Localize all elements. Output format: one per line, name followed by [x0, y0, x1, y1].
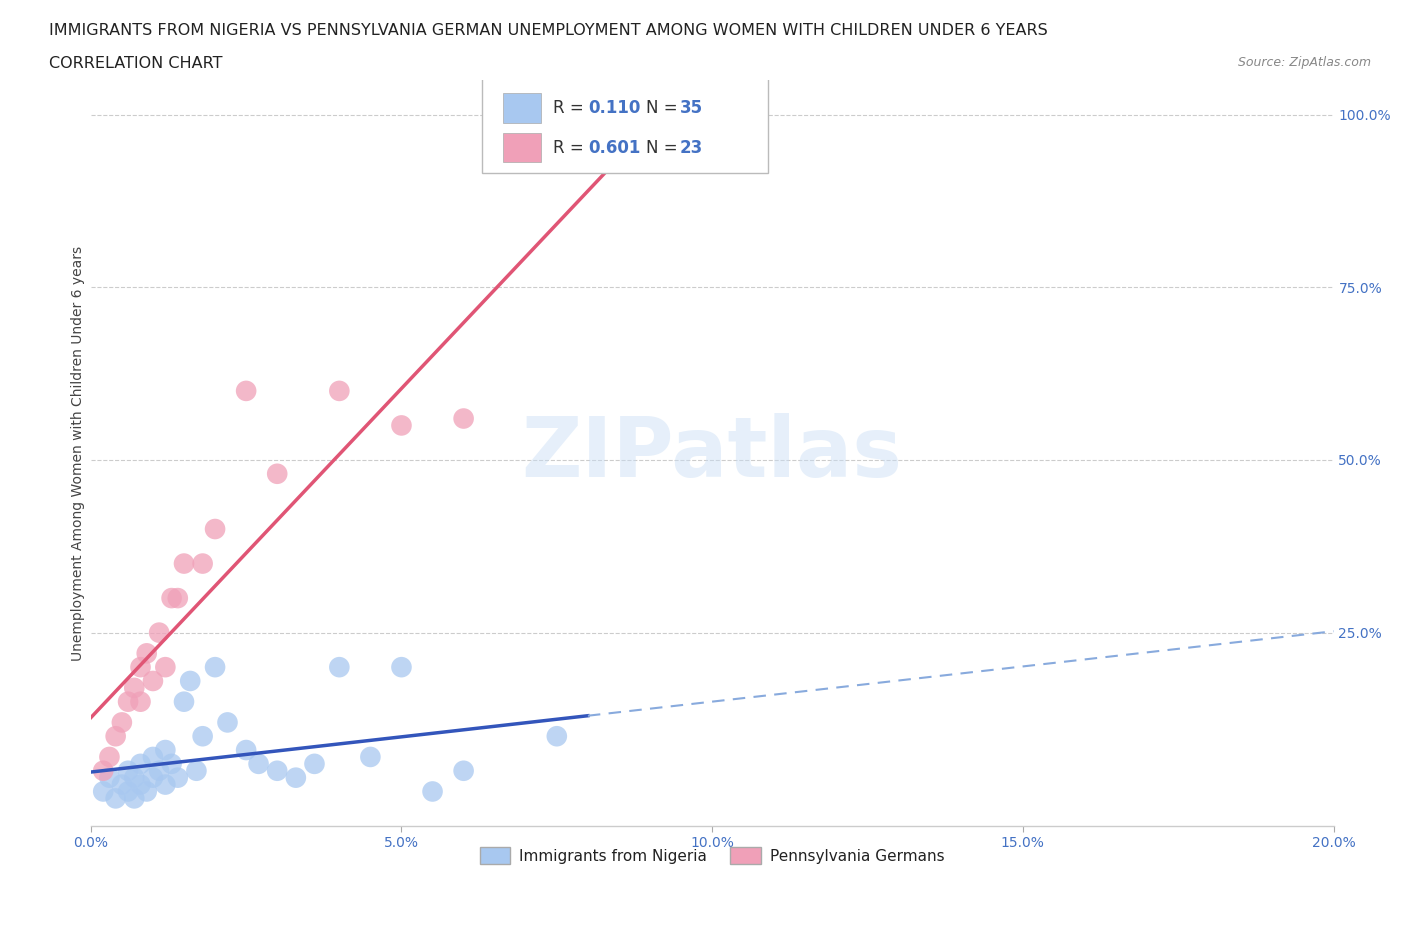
- Point: [104, 729, 127, 744]
- Point: [129, 659, 152, 674]
- Text: N =: N =: [647, 100, 683, 117]
- Point: [284, 770, 307, 785]
- Point: [391, 659, 413, 674]
- Point: [266, 466, 288, 481]
- Point: [155, 659, 177, 674]
- FancyBboxPatch shape: [482, 76, 768, 173]
- Point: [117, 784, 139, 799]
- Point: [546, 729, 568, 744]
- Point: [111, 777, 134, 792]
- Point: [359, 750, 381, 764]
- Point: [142, 750, 165, 764]
- Point: [135, 646, 157, 661]
- Point: [91, 784, 114, 799]
- Point: [124, 790, 146, 805]
- Text: R =: R =: [553, 139, 589, 156]
- Point: [235, 742, 257, 757]
- Point: [186, 764, 208, 778]
- Text: 35: 35: [681, 100, 703, 117]
- Point: [160, 591, 183, 605]
- Point: [191, 556, 214, 571]
- Point: [304, 756, 326, 771]
- Point: [328, 659, 350, 674]
- Point: [155, 742, 177, 757]
- Point: [173, 695, 195, 710]
- Point: [204, 522, 226, 537]
- Text: 0.110: 0.110: [588, 100, 640, 117]
- Text: 23: 23: [681, 139, 703, 156]
- Point: [235, 383, 257, 398]
- Point: [266, 764, 288, 778]
- Point: [148, 764, 170, 778]
- Point: [129, 777, 152, 792]
- Point: [166, 770, 188, 785]
- Point: [328, 383, 350, 398]
- Point: [98, 750, 121, 764]
- Point: [135, 784, 157, 799]
- Point: [129, 756, 152, 771]
- Point: [422, 784, 444, 799]
- FancyBboxPatch shape: [503, 133, 541, 163]
- Text: Source: ZipAtlas.com: Source: ZipAtlas.com: [1237, 56, 1371, 69]
- Text: R =: R =: [553, 100, 589, 117]
- Point: [142, 770, 165, 785]
- Text: IMMIGRANTS FROM NIGERIA VS PENNSYLVANIA GERMAN UNEMPLOYMENT AMONG WOMEN WITH CHI: IMMIGRANTS FROM NIGERIA VS PENNSYLVANIA …: [49, 23, 1047, 38]
- Text: ZIPatlas: ZIPatlas: [522, 413, 903, 494]
- Point: [91, 764, 114, 778]
- Point: [179, 673, 201, 688]
- Point: [217, 715, 239, 730]
- Point: [166, 591, 188, 605]
- Point: [453, 411, 475, 426]
- Point: [453, 764, 475, 778]
- Point: [173, 556, 195, 571]
- Point: [142, 673, 165, 688]
- Point: [129, 695, 152, 710]
- Text: 0.601: 0.601: [588, 139, 640, 156]
- Point: [111, 715, 134, 730]
- Point: [98, 770, 121, 785]
- Point: [104, 790, 127, 805]
- Point: [155, 777, 177, 792]
- Point: [204, 659, 226, 674]
- Text: CORRELATION CHART: CORRELATION CHART: [49, 56, 222, 71]
- Point: [117, 695, 139, 710]
- Point: [191, 729, 214, 744]
- FancyBboxPatch shape: [503, 93, 541, 123]
- Point: [148, 625, 170, 640]
- Point: [247, 756, 270, 771]
- Point: [391, 418, 413, 432]
- Legend: Immigrants from Nigeria, Pennsylvania Germans: Immigrants from Nigeria, Pennsylvania Ge…: [474, 841, 950, 870]
- Point: [117, 764, 139, 778]
- Point: [669, 107, 692, 122]
- Y-axis label: Unemployment Among Women with Children Under 6 years: Unemployment Among Women with Children U…: [72, 246, 86, 660]
- Text: N =: N =: [647, 139, 683, 156]
- Point: [124, 681, 146, 696]
- Point: [124, 770, 146, 785]
- Point: [160, 756, 183, 771]
